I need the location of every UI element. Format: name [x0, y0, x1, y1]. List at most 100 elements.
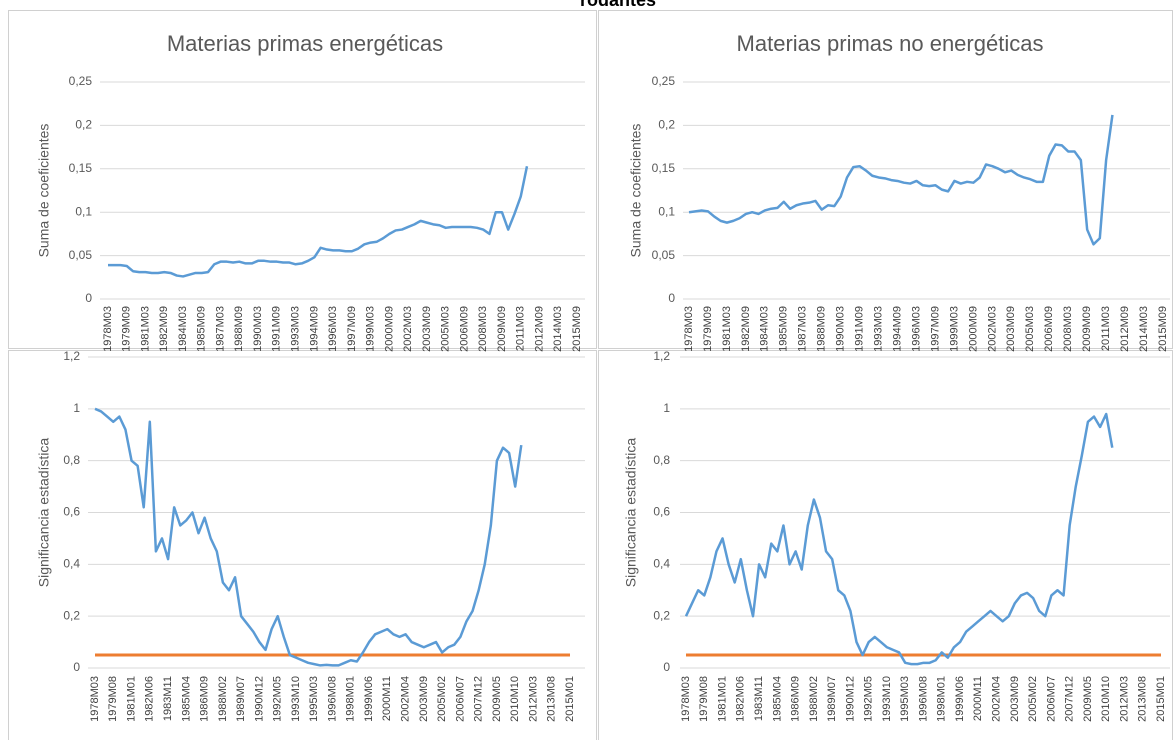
- x-tick-label: 2013M08: [546, 676, 558, 722]
- x-tick-label: 1979M08: [107, 676, 119, 722]
- panel-border: [598, 10, 1173, 349]
- x-tick-label: 2006M07: [454, 676, 466, 722]
- x-tick-label: 2002M03: [402, 306, 414, 352]
- x-tick-label: 2009M05: [1082, 676, 1094, 722]
- x-tick-label: 1978M03: [683, 306, 695, 352]
- x-tick-label: 2007M12: [473, 676, 485, 722]
- x-tick-label: 1983M11: [162, 676, 174, 721]
- x-tick-label: 1990M03: [252, 306, 264, 352]
- data-line: [108, 165, 529, 278]
- x-tick-label: 2002M04: [990, 676, 1002, 722]
- y-axis-label: Significancia estadística: [36, 438, 52, 588]
- y-tick-label: 0,8: [653, 453, 670, 467]
- x-tick-label: 1981M01: [716, 676, 728, 722]
- x-tick-label: 2003M09: [418, 676, 430, 722]
- x-tick-label: 2009M09: [496, 306, 508, 352]
- x-tick-label: 2003M09: [1005, 306, 1017, 352]
- y-tick-label: 0: [73, 660, 80, 674]
- panel-border: [8, 10, 597, 349]
- x-tick-label: 1993M03: [290, 306, 302, 352]
- x-tick-label: 1996M08: [917, 676, 929, 722]
- data-line: [688, 114, 1114, 246]
- x-tick-label: 1990M03: [835, 306, 847, 352]
- x-tick-label: 2014M03: [1138, 306, 1150, 352]
- x-tick-label: 1979M09: [702, 306, 714, 352]
- x-tick-label: 2014M03: [552, 306, 564, 352]
- x-tick-label: 1996M03: [327, 306, 339, 352]
- x-tick-label: 1997M09: [346, 306, 358, 352]
- y-tick-label: 0: [85, 291, 92, 305]
- y-tick-label: 0,25: [69, 74, 93, 88]
- x-tick-label: 2000M09: [383, 306, 395, 352]
- chart-title: Materias primas energéticas: [167, 31, 443, 56]
- x-tick-label: 1990M12: [844, 676, 856, 722]
- x-tick-label: 2010M10: [509, 676, 521, 722]
- x-tick-label: 1993M10: [881, 676, 893, 722]
- x-tick-label: 1987M03: [214, 306, 226, 352]
- y-tick-label: 0,4: [653, 557, 670, 571]
- x-tick-label: 1996M03: [910, 306, 922, 352]
- x-tick-label: 1981M01: [125, 676, 137, 722]
- x-tick-label: 2000M09: [967, 306, 979, 352]
- x-tick-label: 2011M03: [1100, 306, 1112, 351]
- x-tick-label: 1982M06: [735, 676, 747, 722]
- x-tick-label: 2005M03: [440, 306, 452, 352]
- panel-border: [598, 350, 1173, 740]
- y-tick-label: 0,4: [63, 557, 80, 571]
- y-axis-label: Significancia estadística: [623, 438, 639, 588]
- x-tick-label: 1998M01: [936, 676, 948, 722]
- y-tick-label: 1: [73, 401, 80, 415]
- x-tick-label: 1978M03: [680, 676, 692, 722]
- x-tick-label: 2009M09: [1081, 306, 1093, 352]
- x-tick-label: 1990M12: [253, 676, 265, 722]
- x-tick-label: 2008M03: [1062, 306, 1074, 352]
- x-tick-label: 1985M09: [778, 306, 790, 352]
- page-title: rodantes: [580, 0, 656, 10]
- x-tick-label: 1983M11: [753, 676, 765, 721]
- y-tick-label: 0,8: [63, 453, 80, 467]
- x-tick-label: 2011M03: [515, 306, 527, 351]
- x-tick-label: 2000M11: [972, 676, 984, 721]
- x-tick-label: 1999M03: [948, 306, 960, 352]
- x-tick-label: 1985M09: [196, 306, 208, 352]
- y-tick-label: 0,25: [652, 74, 676, 88]
- x-tick-label: 1996M08: [326, 676, 338, 722]
- x-tick-label: 1984M03: [177, 306, 189, 352]
- y-tick-label: 0,05: [652, 248, 676, 262]
- x-tick-label: 1979M08: [698, 676, 710, 722]
- x-tick-label: 1984M03: [759, 306, 771, 352]
- y-tick-label: 0,15: [69, 161, 93, 175]
- panel-border: [8, 350, 597, 740]
- x-tick-label: 1982M09: [740, 306, 752, 352]
- x-tick-label: 1999M06: [954, 676, 966, 722]
- x-tick-label: 1988M09: [816, 306, 828, 352]
- x-tick-label: 1978M03: [89, 676, 101, 722]
- x-tick-label: 1992M05: [272, 676, 284, 722]
- y-tick-label: 0,1: [658, 204, 675, 218]
- x-tick-label: 2006M09: [1043, 306, 1055, 352]
- x-tick-label: 2003M09: [1009, 676, 1021, 722]
- y-tick-label: 1,2: [653, 349, 670, 363]
- x-tick-label: 1986M09: [199, 676, 211, 722]
- x-tick-label: 2015M01: [1155, 676, 1167, 722]
- y-tick-label: 0: [663, 660, 670, 674]
- x-tick-label: 2005M03: [1024, 306, 1036, 352]
- x-tick-label: 1989M07: [826, 676, 838, 722]
- x-tick-label: 1979M09: [121, 306, 133, 352]
- x-tick-label: 1985M04: [180, 676, 192, 722]
- x-tick-label: 2003M09: [421, 306, 433, 352]
- x-tick-label: 1988M02: [808, 676, 820, 722]
- x-tick-label: 1981M03: [721, 306, 733, 352]
- x-tick-label: 2012M03: [527, 676, 539, 722]
- x-tick-label: 1978M03: [102, 306, 114, 352]
- x-tick-label: 1994M09: [891, 306, 903, 352]
- x-tick-label: 1994M09: [308, 306, 320, 352]
- y-tick-label: 0,2: [658, 118, 675, 132]
- x-tick-label: 1995M03: [899, 676, 911, 722]
- x-tick-label: 1995M03: [308, 676, 320, 722]
- x-tick-label: 1986M09: [790, 676, 802, 722]
- x-tick-label: 2015M09: [571, 306, 583, 352]
- x-tick-label: 2012M09: [1119, 306, 1131, 352]
